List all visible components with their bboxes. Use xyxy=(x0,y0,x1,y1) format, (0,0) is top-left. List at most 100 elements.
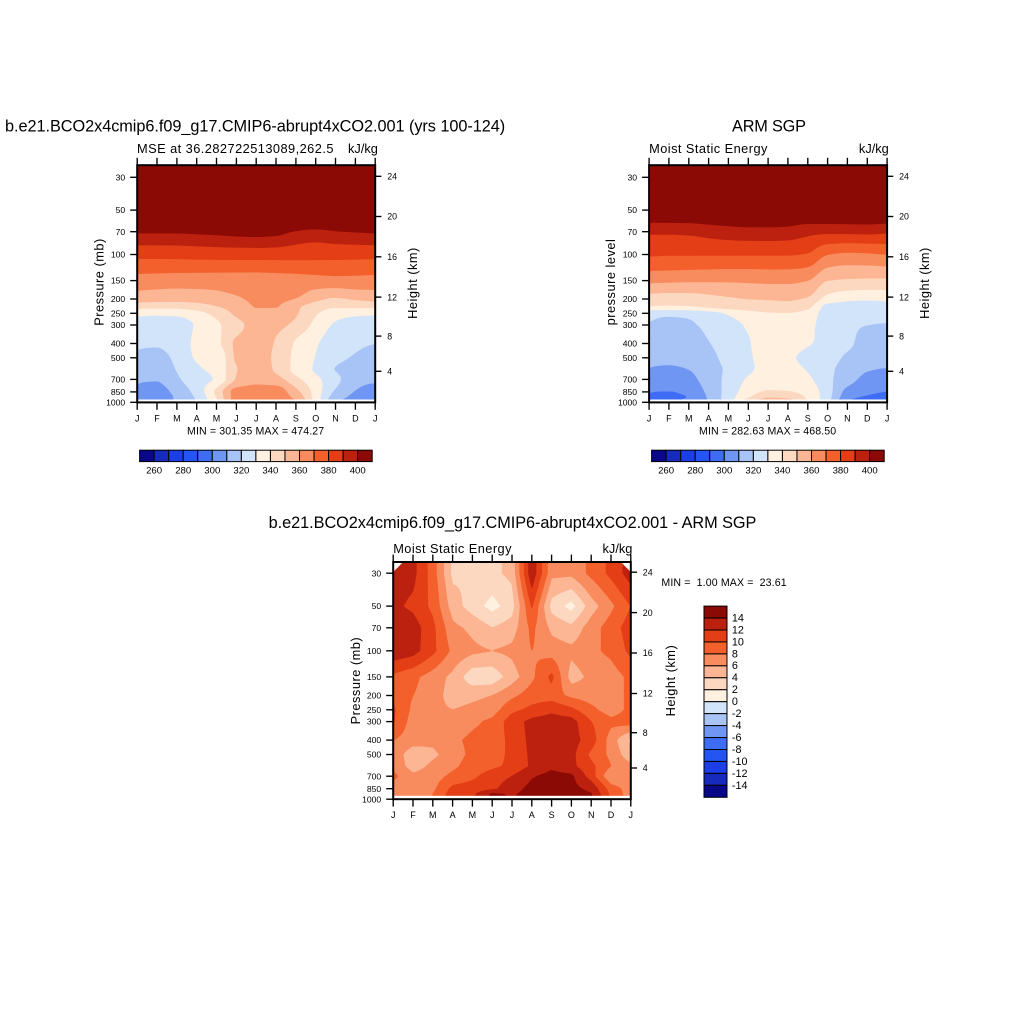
svg-text:J: J xyxy=(254,413,259,423)
svg-text:M: M xyxy=(685,413,693,423)
svg-text:24: 24 xyxy=(643,567,653,577)
svg-text:O: O xyxy=(824,413,831,423)
svg-text:300: 300 xyxy=(111,320,126,330)
svg-text:Pressure (mb): Pressure (mb) xyxy=(92,238,107,326)
svg-text:N: N xyxy=(332,413,339,423)
svg-text:380: 380 xyxy=(833,466,849,477)
svg-text:Moist Static Energy: Moist Static Energy xyxy=(393,541,512,556)
svg-text:250: 250 xyxy=(111,308,126,318)
svg-text:50: 50 xyxy=(628,205,638,215)
svg-text:A: A xyxy=(785,413,791,423)
svg-text:200: 200 xyxy=(623,294,638,304)
svg-text:400: 400 xyxy=(367,735,382,745)
svg-text:M: M xyxy=(725,413,733,423)
svg-text:-2: -2 xyxy=(732,708,742,720)
svg-text:850: 850 xyxy=(623,387,638,397)
svg-text:J: J xyxy=(885,413,890,423)
svg-text:300: 300 xyxy=(623,320,638,330)
svg-text:1000: 1000 xyxy=(362,794,381,804)
svg-text:400: 400 xyxy=(623,339,638,349)
svg-text:-12: -12 xyxy=(732,768,748,780)
svg-text:S: S xyxy=(805,413,811,423)
svg-text:70: 70 xyxy=(372,623,382,633)
svg-text:12: 12 xyxy=(643,689,653,699)
svg-text:J: J xyxy=(746,413,751,423)
svg-text:320: 320 xyxy=(233,466,249,477)
svg-text:J: J xyxy=(391,810,396,820)
svg-text:J: J xyxy=(629,810,634,820)
svg-text:2: 2 xyxy=(732,684,738,696)
svg-text:J: J xyxy=(490,810,495,820)
svg-text:300: 300 xyxy=(716,466,732,477)
svg-text:MSE at 36.282722513089,262.5: MSE at 36.282722513089,262.5 xyxy=(137,141,334,156)
svg-text:200: 200 xyxy=(367,691,382,701)
svg-text:A: A xyxy=(273,413,279,423)
svg-text:260: 260 xyxy=(658,466,674,477)
svg-text:850: 850 xyxy=(367,784,382,794)
svg-text:20: 20 xyxy=(643,608,653,618)
svg-text:4: 4 xyxy=(387,367,392,377)
svg-text:Height (km): Height (km) xyxy=(663,645,678,717)
svg-text:J: J xyxy=(234,413,239,423)
svg-text:30: 30 xyxy=(116,172,126,182)
svg-text:100: 100 xyxy=(367,646,382,656)
svg-text:A: A xyxy=(450,810,456,820)
svg-text:400: 400 xyxy=(862,466,878,477)
svg-text:8: 8 xyxy=(387,331,392,341)
svg-text:4: 4 xyxy=(732,672,738,684)
svg-text:4: 4 xyxy=(643,763,648,773)
svg-text:-4: -4 xyxy=(732,720,742,732)
svg-text:320: 320 xyxy=(745,466,761,477)
svg-text:8: 8 xyxy=(899,331,904,341)
svg-text:ARM SGP: ARM SGP xyxy=(732,118,806,136)
svg-text:O: O xyxy=(312,413,319,423)
svg-text:300: 300 xyxy=(367,717,382,727)
svg-text:D: D xyxy=(608,810,615,820)
svg-text:16: 16 xyxy=(387,252,397,262)
svg-text:-6: -6 xyxy=(732,732,742,744)
svg-text:b.e21.BCO2x4cmip6.f09_g17.CMIP: b.e21.BCO2x4cmip6.f09_g17.CMIP6-abrupt4x… xyxy=(5,118,505,136)
svg-text:J: J xyxy=(373,413,378,423)
svg-text:260: 260 xyxy=(146,466,162,477)
svg-text:300: 300 xyxy=(204,466,220,477)
svg-text:380: 380 xyxy=(321,466,337,477)
svg-text:pressure level: pressure level xyxy=(603,239,618,326)
svg-text:M: M xyxy=(213,413,221,423)
svg-text:1000: 1000 xyxy=(106,397,125,407)
svg-text:A: A xyxy=(194,413,200,423)
svg-text:1000: 1000 xyxy=(618,397,637,407)
svg-text:24: 24 xyxy=(899,172,909,182)
svg-text:F: F xyxy=(666,413,672,423)
svg-text:50: 50 xyxy=(116,205,126,215)
svg-text:16: 16 xyxy=(643,648,653,658)
svg-text:N: N xyxy=(844,413,851,423)
svg-text:M: M xyxy=(173,413,181,423)
svg-text:N: N xyxy=(588,810,595,820)
svg-text:50: 50 xyxy=(372,601,382,611)
svg-text:6: 6 xyxy=(732,660,738,672)
svg-text:700: 700 xyxy=(367,771,382,781)
svg-text:340: 340 xyxy=(262,466,278,477)
svg-text:M: M xyxy=(429,810,437,820)
svg-text:J: J xyxy=(510,810,515,820)
svg-text:12: 12 xyxy=(899,292,909,302)
svg-text:O: O xyxy=(568,810,575,820)
svg-text:70: 70 xyxy=(116,227,126,237)
svg-text:-14: -14 xyxy=(732,780,748,792)
svg-text:250: 250 xyxy=(367,705,382,715)
svg-text:20: 20 xyxy=(387,212,397,222)
svg-text:kJ/kg: kJ/kg xyxy=(603,541,633,556)
svg-text:150: 150 xyxy=(367,672,382,682)
svg-text:Height (km): Height (km) xyxy=(917,247,932,319)
svg-text:10: 10 xyxy=(732,636,744,648)
svg-text:MIN = 301.35 MAX = 474.27: MIN = 301.35 MAX = 474.27 xyxy=(187,425,324,437)
svg-text:16: 16 xyxy=(899,252,909,262)
svg-text:Moist Static Energy: Moist Static Energy xyxy=(649,141,768,156)
svg-text:J: J xyxy=(766,413,771,423)
svg-text:0: 0 xyxy=(732,696,738,708)
svg-text:kJ/kg: kJ/kg xyxy=(348,141,378,156)
svg-text:360: 360 xyxy=(803,466,819,477)
svg-text:-8: -8 xyxy=(732,744,742,756)
svg-text:100: 100 xyxy=(623,250,638,260)
svg-text:30: 30 xyxy=(372,568,382,578)
